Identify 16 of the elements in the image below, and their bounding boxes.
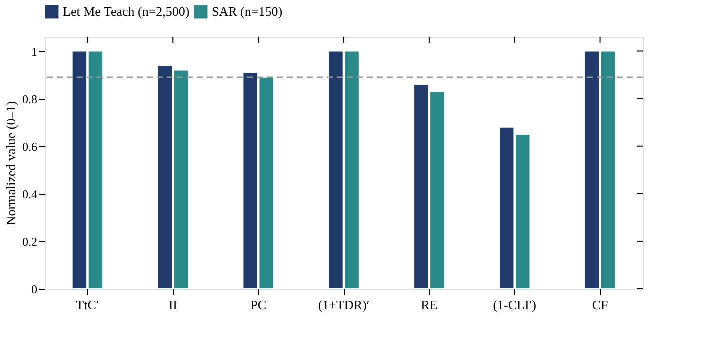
y-tick-label: 0.2 [22, 234, 38, 249]
y-tick-label: 1 [32, 44, 38, 59]
x-tick-label: II [168, 298, 178, 312]
x-tick-label: (1-CLI′) [493, 298, 536, 312]
y-tick-label: 0 [32, 282, 38, 296]
legend-label: Let Me Teach (n=2,500) [63, 4, 190, 19]
y-tick-label: 0.6 [22, 140, 38, 154]
y-tick-label: 0.4 [22, 187, 38, 202]
legend-label: SAR (n=150) [212, 4, 283, 19]
x-tick-label: CF [592, 298, 608, 312]
y-tick-label: 0.8 [22, 92, 38, 106]
x-tick-label: PC [250, 298, 267, 312]
x-tick-label: RE [421, 298, 438, 312]
x-tick-label: (1+TDR)′ [318, 298, 370, 312]
x-tick-label: TtC′ [76, 298, 100, 312]
y-axis-title: Normalized value (0–1) [4, 101, 18, 226]
